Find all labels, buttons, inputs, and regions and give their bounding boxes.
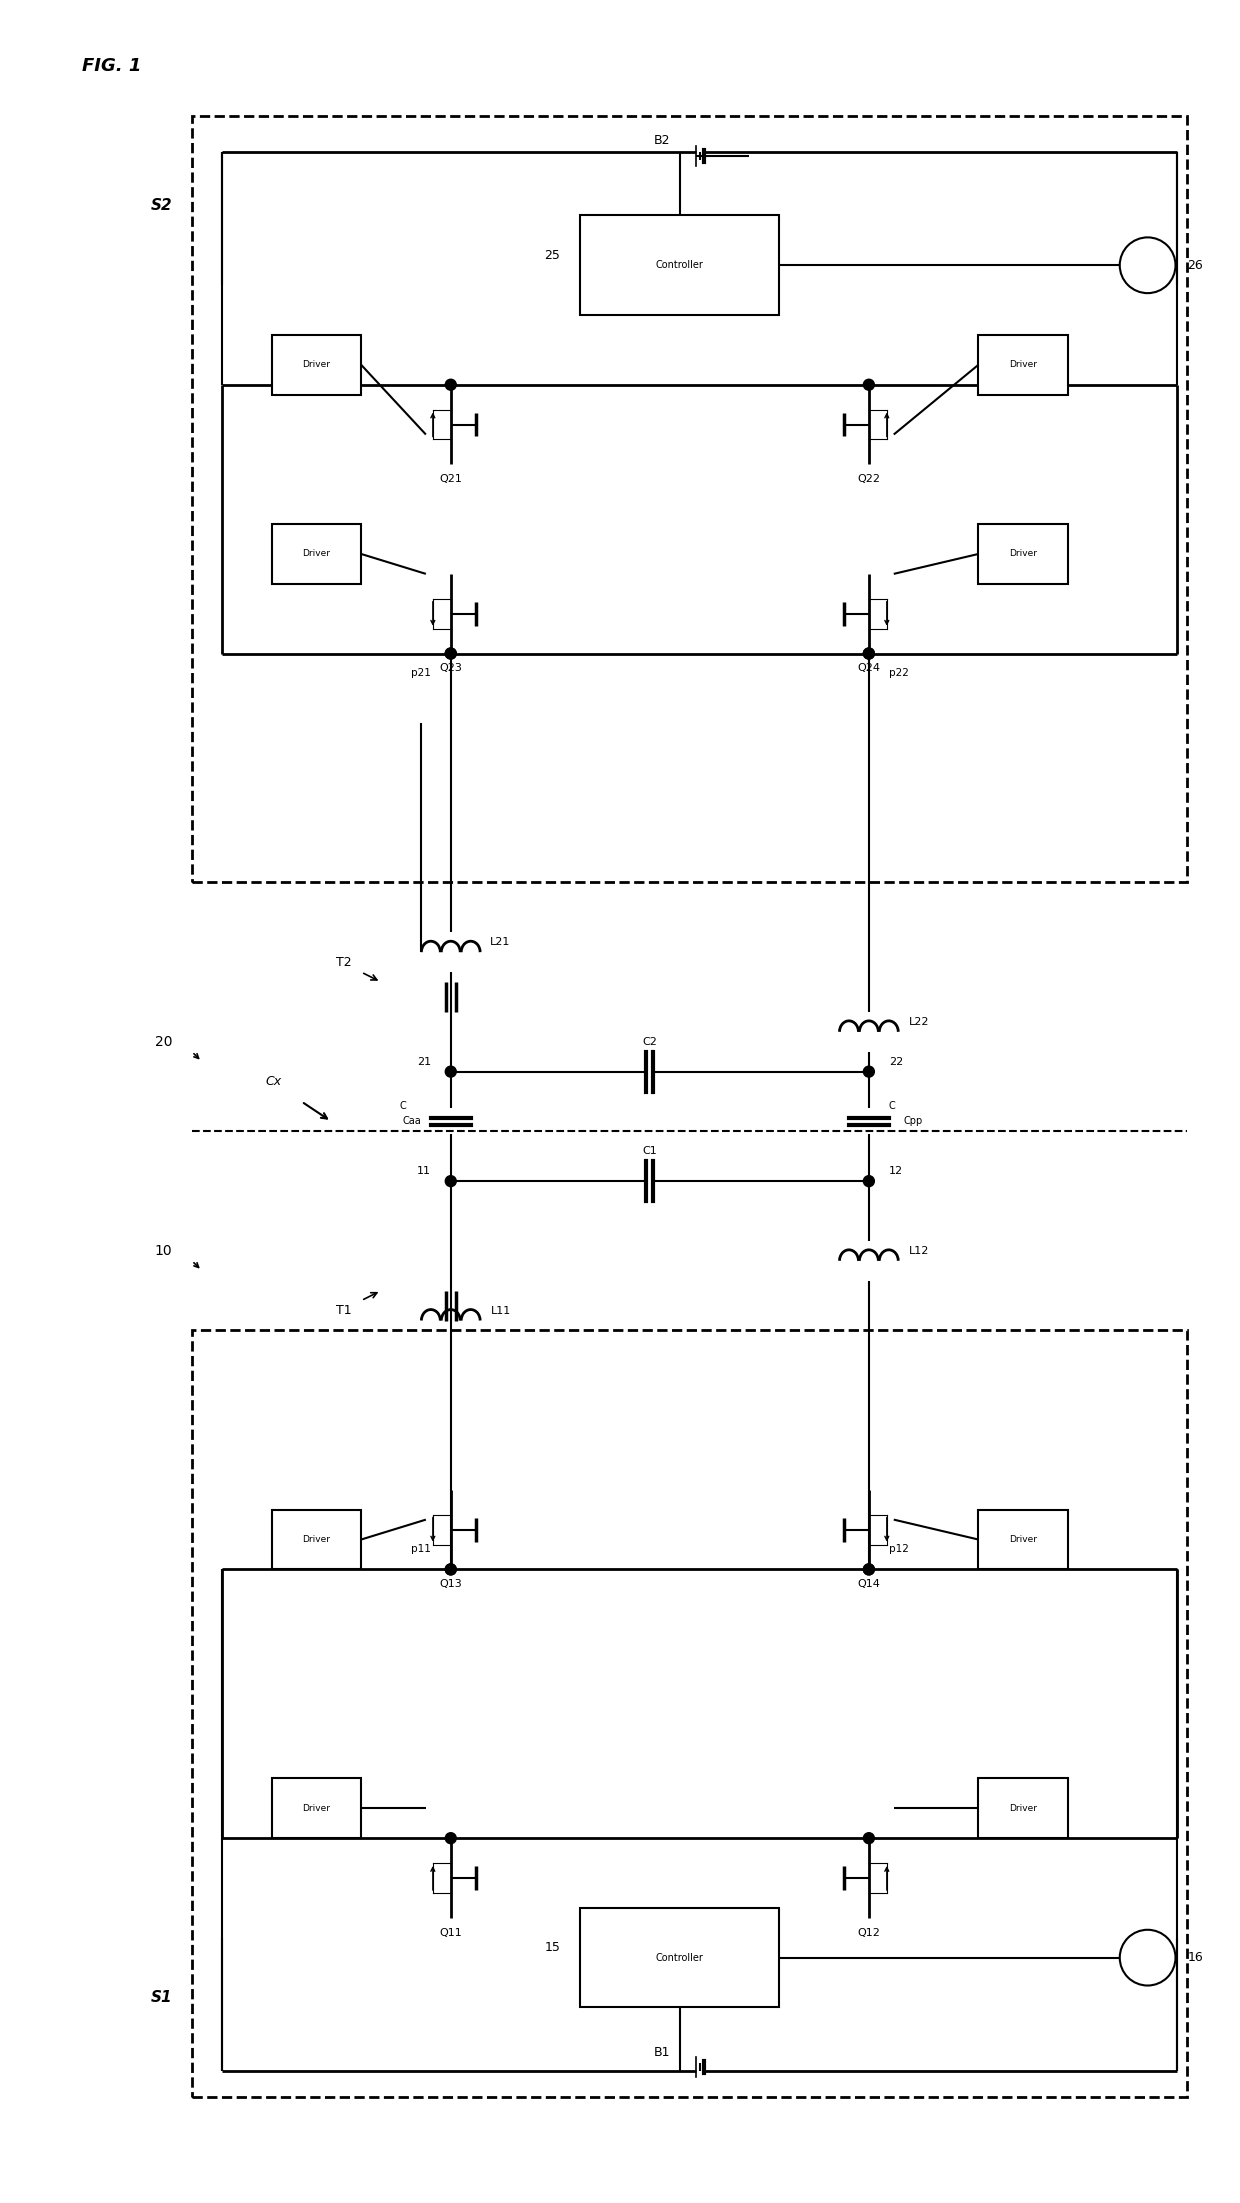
Text: C: C <box>399 1102 405 1113</box>
Text: Q23: Q23 <box>439 663 463 674</box>
Text: Driver: Driver <box>303 1535 330 1544</box>
Text: Driver: Driver <box>303 549 330 560</box>
Circle shape <box>445 648 456 659</box>
Text: Q24: Q24 <box>857 663 880 674</box>
Circle shape <box>445 1066 456 1077</box>
Text: S2: S2 <box>150 198 172 214</box>
Bar <box>272 1509 361 1569</box>
Text: 12: 12 <box>889 1165 903 1176</box>
Text: 10: 10 <box>155 1245 172 1258</box>
Text: 26: 26 <box>1188 258 1203 271</box>
Text: B1: B1 <box>653 2047 670 2060</box>
Circle shape <box>445 1833 456 1844</box>
Text: L21: L21 <box>490 936 511 947</box>
Text: L12: L12 <box>909 1247 929 1256</box>
Circle shape <box>445 648 456 659</box>
Text: B2: B2 <box>653 134 670 148</box>
Bar <box>192 117 1188 883</box>
Circle shape <box>445 1176 456 1187</box>
Text: FIG. 1: FIG. 1 <box>82 57 141 75</box>
Text: 15: 15 <box>544 1941 560 1954</box>
Circle shape <box>863 1176 874 1187</box>
Text: p22: p22 <box>889 668 909 679</box>
Circle shape <box>863 1564 874 1575</box>
Text: Driver: Driver <box>1009 1535 1037 1544</box>
Text: L22: L22 <box>909 1018 929 1027</box>
Text: 25: 25 <box>544 249 560 262</box>
Text: C1: C1 <box>642 1146 657 1157</box>
Text: Cx: Cx <box>265 1075 281 1088</box>
Text: Controller: Controller <box>656 1952 703 1963</box>
Circle shape <box>863 1066 874 1077</box>
Text: Controller: Controller <box>656 260 703 271</box>
Text: Q14: Q14 <box>857 1580 880 1588</box>
Text: T1: T1 <box>336 1304 351 1317</box>
Circle shape <box>1120 1930 1176 1985</box>
Circle shape <box>445 1564 456 1575</box>
Text: C: C <box>889 1102 895 1113</box>
Bar <box>272 524 361 584</box>
Circle shape <box>863 648 874 659</box>
Text: 16: 16 <box>1188 1952 1203 1965</box>
Bar <box>272 335 361 394</box>
Text: Caa: Caa <box>402 1117 420 1126</box>
Text: T2: T2 <box>336 956 351 969</box>
Bar <box>978 335 1068 394</box>
Bar <box>272 1778 361 1837</box>
Circle shape <box>863 1564 874 1575</box>
Text: Driver: Driver <box>1009 361 1037 370</box>
Circle shape <box>863 379 874 390</box>
Circle shape <box>445 379 456 390</box>
Circle shape <box>445 1564 456 1575</box>
Text: p12: p12 <box>889 1544 909 1555</box>
Text: 22: 22 <box>889 1057 903 1066</box>
Text: p11: p11 <box>410 1544 430 1555</box>
Bar <box>978 524 1068 584</box>
Text: Q12: Q12 <box>857 1928 880 1939</box>
Text: 11: 11 <box>417 1165 430 1176</box>
Text: 20: 20 <box>155 1035 172 1049</box>
Bar <box>978 1509 1068 1569</box>
Bar <box>580 216 779 315</box>
Circle shape <box>863 1833 874 1844</box>
Circle shape <box>863 648 874 659</box>
Text: Q13: Q13 <box>439 1580 463 1588</box>
Text: Cpp: Cpp <box>904 1117 923 1126</box>
Text: S1: S1 <box>150 1989 172 2005</box>
Text: 21: 21 <box>417 1057 430 1066</box>
Text: Driver: Driver <box>1009 549 1037 560</box>
Text: C2: C2 <box>642 1038 657 1046</box>
Text: p21: p21 <box>410 668 430 679</box>
Text: Q22: Q22 <box>857 474 880 485</box>
Circle shape <box>1120 238 1176 293</box>
Text: Driver: Driver <box>1009 1804 1037 1813</box>
Text: Driver: Driver <box>303 1804 330 1813</box>
Text: Q11: Q11 <box>439 1928 463 1939</box>
Bar <box>978 1778 1068 1837</box>
Text: Q21: Q21 <box>439 474 463 485</box>
Text: Driver: Driver <box>303 361 330 370</box>
Bar <box>192 1331 1188 2097</box>
Bar <box>580 1908 779 2007</box>
Text: L11: L11 <box>490 1306 511 1315</box>
